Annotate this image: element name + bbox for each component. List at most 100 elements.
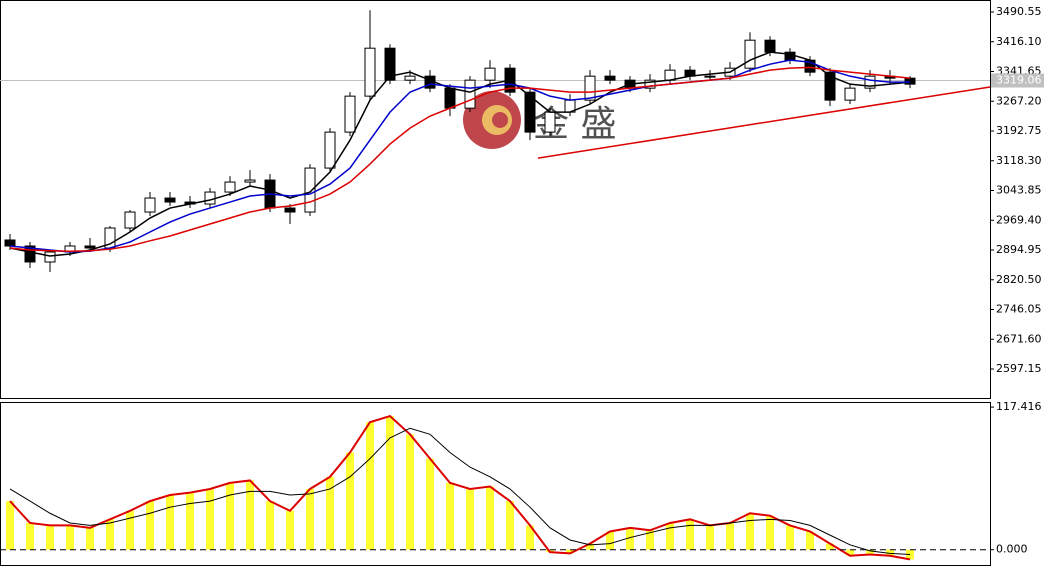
histogram-bar (846, 549, 854, 556)
candle-body (464, 79, 476, 109)
y-tick-label: 3416.10 (996, 35, 1042, 48)
candle-body (484, 67, 496, 81)
y-tick-label: 2820.50 (996, 273, 1042, 286)
candle-body (84, 245, 96, 249)
histogram-outline (9, 414, 911, 561)
y-tick-label: 117.416 (996, 400, 1042, 413)
candle-body (444, 87, 456, 109)
candle-body (224, 181, 236, 193)
histogram-bar (806, 531, 814, 550)
candle-body (544, 111, 556, 133)
histogram-bar (66, 525, 74, 550)
histogram-bar (486, 486, 494, 550)
candle-body (384, 47, 396, 81)
histogram-bar (866, 549, 874, 555)
histogram-bar (646, 530, 654, 550)
logo-core (492, 112, 508, 128)
histogram-bar (606, 531, 614, 550)
histogram-bar (826, 543, 834, 550)
signal-line (9, 427, 911, 556)
moving-average (9, 59, 910, 253)
y-tick-label: 0.000 (996, 543, 1028, 556)
histogram-bar (46, 525, 54, 550)
histogram-bar (146, 501, 154, 550)
histogram-bar (286, 510, 294, 550)
candle-body (864, 75, 876, 89)
histogram-bar (86, 527, 94, 550)
histogram-bar (326, 476, 334, 550)
histogram-bar (6, 501, 14, 550)
y-tick-label: 3043.85 (996, 184, 1042, 197)
y-tick-label: 3192.75 (996, 124, 1042, 137)
histogram-bar (586, 543, 594, 550)
histogram-bar (226, 482, 234, 550)
histogram-bar (686, 519, 694, 550)
candle-body (4, 239, 16, 247)
moving-average (9, 51, 911, 257)
candle-body (324, 131, 336, 169)
y-tick-label: 2597.15 (996, 362, 1042, 375)
histogram-bar (126, 510, 134, 550)
histogram-bar (386, 416, 394, 550)
candle-body (24, 245, 36, 263)
histogram-bar (466, 488, 474, 550)
histogram-bar (506, 501, 514, 550)
candle-body (124, 211, 136, 229)
histogram-bar (906, 549, 914, 560)
candle-body (524, 91, 536, 133)
histogram-bar (766, 515, 774, 550)
histogram-bar (666, 522, 674, 550)
histogram-bar (266, 501, 274, 550)
histogram-bar (106, 519, 114, 550)
histogram-bar (306, 488, 314, 550)
y-tick-label: 2746.05 (996, 303, 1042, 316)
candle-body (44, 251, 56, 263)
y-tick-label: 3118.30 (996, 154, 1042, 167)
candle-body (584, 75, 596, 101)
histogram-bar (786, 525, 794, 550)
histogram-bar (566, 549, 574, 554)
y-tick-label: 2671.60 (996, 332, 1042, 345)
histogram-bar (246, 480, 254, 550)
candle-body (164, 197, 176, 203)
candle-body (144, 197, 156, 213)
histogram-bar (626, 527, 634, 550)
histogram-bar (726, 522, 734, 550)
candle-body (704, 75, 716, 78)
candle-body (284, 207, 296, 213)
histogram-bar (366, 422, 374, 550)
candle-body (604, 75, 616, 81)
y-tick-label: 3490.55 (996, 5, 1042, 18)
last-price-label: 3319.06 (996, 74, 1042, 87)
panel-frame (0, 402, 991, 566)
histogram-bar (346, 452, 354, 550)
histogram-bar (206, 488, 214, 550)
histogram-bar (186, 492, 194, 550)
moving-average (9, 66, 911, 252)
trendline (537, 86, 991, 159)
candle-body (364, 47, 376, 97)
candle-body (204, 191, 216, 205)
histogram-bar (746, 513, 754, 550)
last-price-box (991, 73, 1044, 88)
candle-body (404, 75, 416, 81)
histogram-bar (886, 549, 894, 556)
candle-body (664, 69, 676, 81)
histogram-bar (446, 482, 454, 550)
histogram-bar (166, 495, 174, 550)
y-tick-label: 2969.40 (996, 213, 1042, 226)
candle-body (304, 167, 316, 213)
candle-body (824, 71, 836, 101)
histogram-bar (406, 434, 414, 550)
histogram-bar (26, 522, 34, 550)
candle-body (644, 79, 656, 89)
candle-body (764, 39, 776, 53)
candle-body (844, 87, 856, 101)
candle-body (344, 95, 356, 133)
histogram-bar (706, 525, 714, 550)
candle-body (244, 179, 256, 183)
histogram-bar (426, 458, 434, 550)
histogram-bar (526, 525, 534, 550)
